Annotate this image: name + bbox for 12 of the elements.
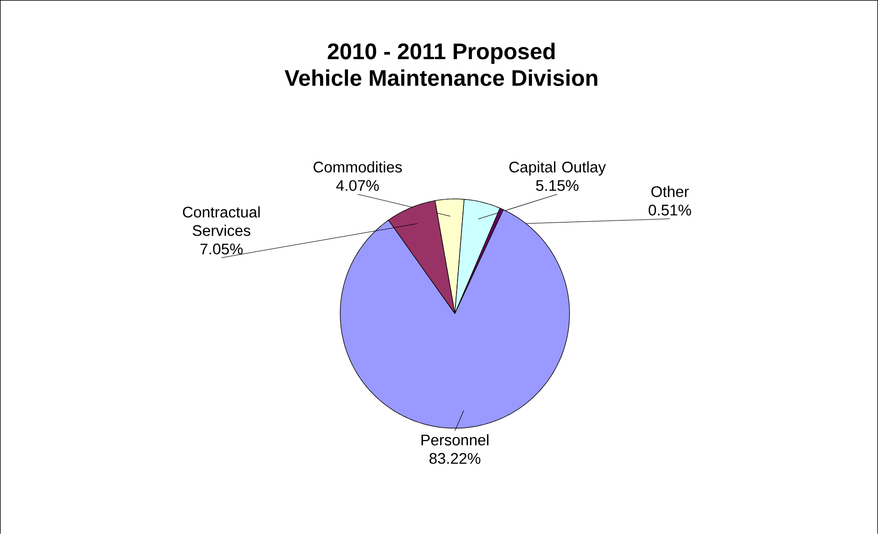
slice-label: Capital Outlay (509, 161, 606, 176)
data-label: 83.22% (430, 452, 480, 464)
slice-label: Contractual Services (182, 206, 260, 236)
slice-label: Commodities (314, 161, 402, 173)
slice-label: Personnel (422, 434, 488, 446)
data-label: 0.51% (648, 204, 692, 216)
data-label: 7.05% (200, 244, 243, 254)
data-label: 4.07% (336, 180, 379, 191)
chart-title: 2010 - 2011 Proposed (328, 42, 555, 64)
chart-subtitle: Vehicle Maintenance Division (284, 69, 598, 86)
slice-label: Other (651, 186, 689, 198)
data-label: 5.15% (536, 180, 578, 191)
